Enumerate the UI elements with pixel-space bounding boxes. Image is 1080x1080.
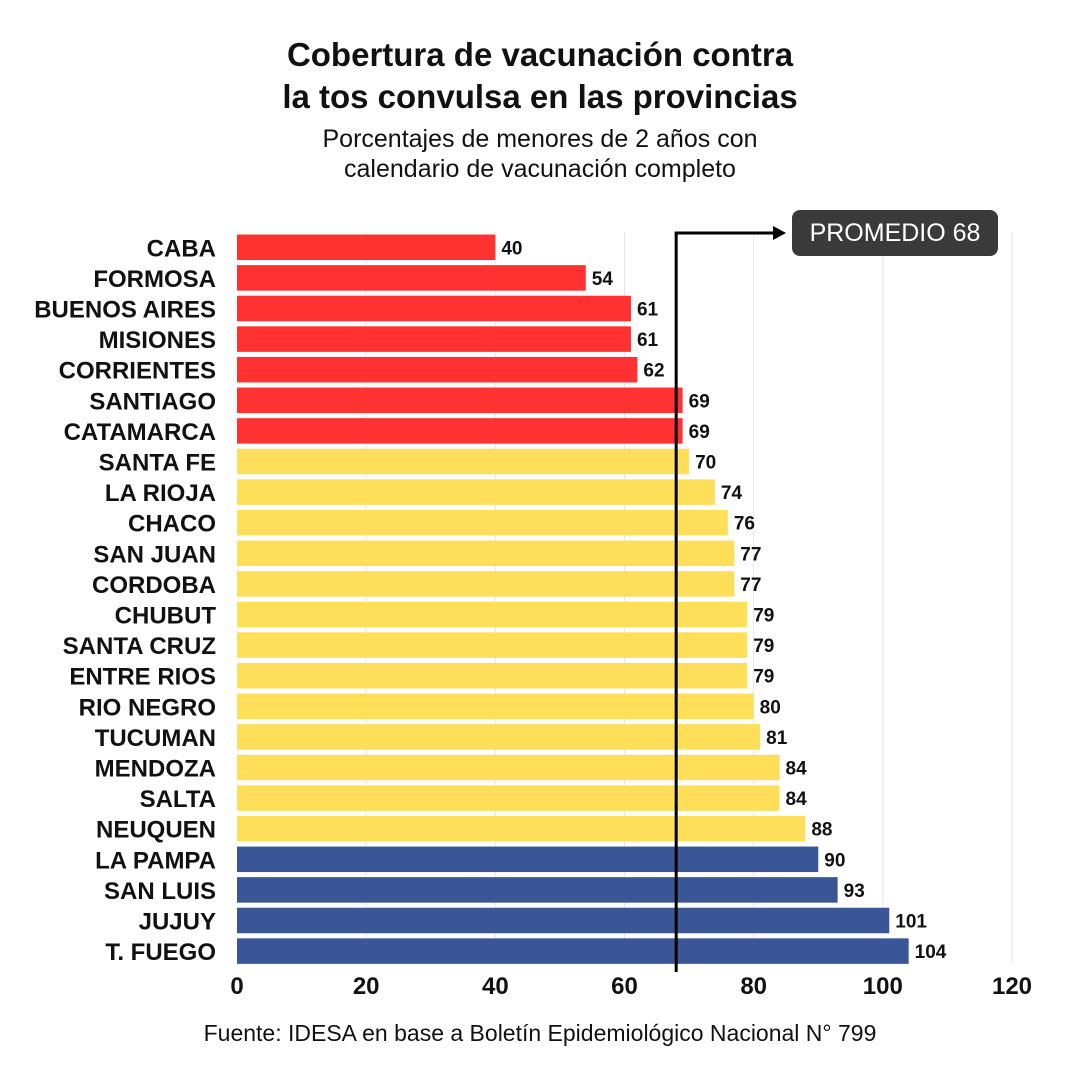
chart-subtitle-line2: calendario de vacunación completo [344, 155, 736, 183]
value-label: 77 [740, 544, 761, 565]
value-label: 84 [786, 789, 808, 810]
category-label: SAN JUAN [93, 541, 216, 568]
value-label: 90 [824, 850, 845, 871]
category-label: SANTA FE [99, 450, 216, 477]
bar-chart: CABA FORMOSA BUENOS AIRES MISIONES CORRIENTE… [34, 226, 1032, 1000]
average-label: PROMEDIO 68 [792, 210, 998, 256]
x-tick-label: 120 [992, 973, 1032, 1000]
x-tick-label: 100 [863, 973, 903, 1000]
bar-t-fuego [237, 938, 909, 964]
bar-la-rioja [237, 479, 715, 505]
value-label: 79 [753, 667, 774, 688]
value-label: 84 [786, 759, 808, 780]
category-labels: CABA FORMOSA BUENOS AIRES MISIONES CORRIENTE… [34, 235, 216, 966]
value-label: 69 [689, 422, 710, 443]
average-arrow-head [773, 226, 786, 240]
category-label: CATAMARCA [64, 419, 216, 446]
value-label: 101 [895, 912, 927, 933]
value-label: 61 [637, 330, 659, 351]
bar-corrientes [237, 356, 638, 383]
chart-subtitle: Porcentajes de menores de 2 años con cal… [0, 124, 1080, 184]
category-label: BUENOS AIRES [34, 297, 216, 324]
bar-cordoba [237, 571, 735, 597]
category-label: MENDOZA [95, 756, 216, 783]
x-tick-label: 40 [482, 973, 509, 1000]
category-label: RIO NEGRO [79, 694, 216, 721]
category-label: SANTA CRUZ [63, 633, 216, 660]
bar-buenos-aires [237, 295, 631, 322]
category-label: CABA [147, 235, 216, 262]
bars-group [237, 234, 909, 964]
value-label: 62 [643, 361, 664, 382]
category-label: CORRIENTES [59, 358, 216, 385]
value-label: 74 [721, 483, 743, 504]
value-label: 80 [760, 697, 781, 718]
average-reference [674, 226, 786, 972]
category-label: CORDOBA [92, 572, 216, 599]
category-label: LA RIOJA [105, 480, 216, 507]
value-label: 40 [501, 238, 522, 259]
x-tick-label: 20 [353, 973, 380, 1000]
value-label: 70 [695, 453, 716, 474]
bar-santa-cruz [237, 632, 748, 658]
bar-santa-fe [237, 448, 690, 475]
value-label: 93 [844, 881, 865, 902]
value-label: 81 [766, 728, 788, 749]
category-label: JUJUY [139, 909, 216, 936]
category-label: T. FUEGO [105, 939, 216, 966]
category-label: TUCUMAN [95, 725, 216, 752]
value-label: 88 [811, 820, 832, 841]
category-label: FORMOSA [93, 266, 216, 293]
bar-misiones [237, 326, 631, 352]
value-label: 54 [592, 269, 614, 290]
value-label: 79 [753, 636, 774, 657]
category-label: MISIONES [99, 327, 216, 354]
value-label: 104 [915, 942, 947, 963]
bar-entre-rios [237, 662, 748, 689]
bar-neuquen [237, 815, 806, 842]
bar-catamarca [237, 418, 683, 444]
chart-subtitle-line1: Porcentajes de menores de 2 años con [322, 125, 758, 153]
chart-title-line2: la tos convulsa en las provincias [282, 78, 798, 115]
category-label: ENTRE RIOS [69, 664, 216, 691]
x-axis-ticks: 0 20 40 60 80 100 120 [230, 973, 1032, 1000]
bar-formosa [237, 265, 586, 291]
chart-title-line1: Cobertura de vacunación contra [286, 36, 794, 73]
bar-caba [237, 234, 496, 261]
value-label: 79 [753, 606, 774, 627]
bar-rio-negro [237, 693, 754, 720]
source-note: Fuente: IDESA en base a Boletín Epidemio… [203, 1020, 877, 1046]
bar-chubut [237, 601, 748, 628]
x-tick-label: 0 [230, 973, 243, 1000]
category-label: SANTIAGO [89, 388, 216, 415]
bar-jujuy [237, 907, 890, 934]
x-tick-label: 80 [740, 973, 767, 1000]
bar-san-luis [237, 877, 838, 903]
value-labels: 4054616162696970747677777979798081848488… [501, 238, 946, 963]
bar-santiago [237, 387, 683, 414]
bar-san-juan [237, 540, 735, 567]
category-label: LA PAMPA [95, 847, 216, 874]
bar-chaco [237, 509, 728, 536]
bar-tucuman [237, 724, 761, 750]
category-label: SALTA [140, 786, 216, 813]
x-tick-label: 60 [611, 973, 638, 1000]
value-label: 61 [637, 300, 659, 321]
value-label: 76 [734, 514, 755, 535]
category-label: CHACO [128, 511, 216, 538]
bar-la-pampa [237, 846, 819, 873]
chart-title: Cobertura de vacunación contra la tos co… [0, 34, 1080, 118]
bar-mendoza [237, 754, 780, 781]
bar-salta [237, 785, 780, 811]
category-label: CHUBUT [115, 603, 217, 630]
category-label: NEUQUEN [96, 817, 216, 844]
value-label: 77 [740, 575, 761, 596]
category-label: SAN LUIS [104, 878, 216, 905]
value-label: 69 [689, 391, 710, 412]
